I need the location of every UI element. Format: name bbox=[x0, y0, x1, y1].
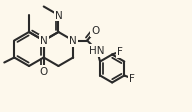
Text: F: F bbox=[129, 74, 135, 84]
Text: O: O bbox=[40, 67, 48, 77]
Text: N: N bbox=[69, 36, 77, 46]
Text: F: F bbox=[117, 47, 123, 57]
Text: N: N bbox=[40, 36, 48, 46]
Text: N: N bbox=[55, 11, 62, 21]
Text: O: O bbox=[91, 26, 99, 36]
Text: HN: HN bbox=[89, 46, 105, 56]
